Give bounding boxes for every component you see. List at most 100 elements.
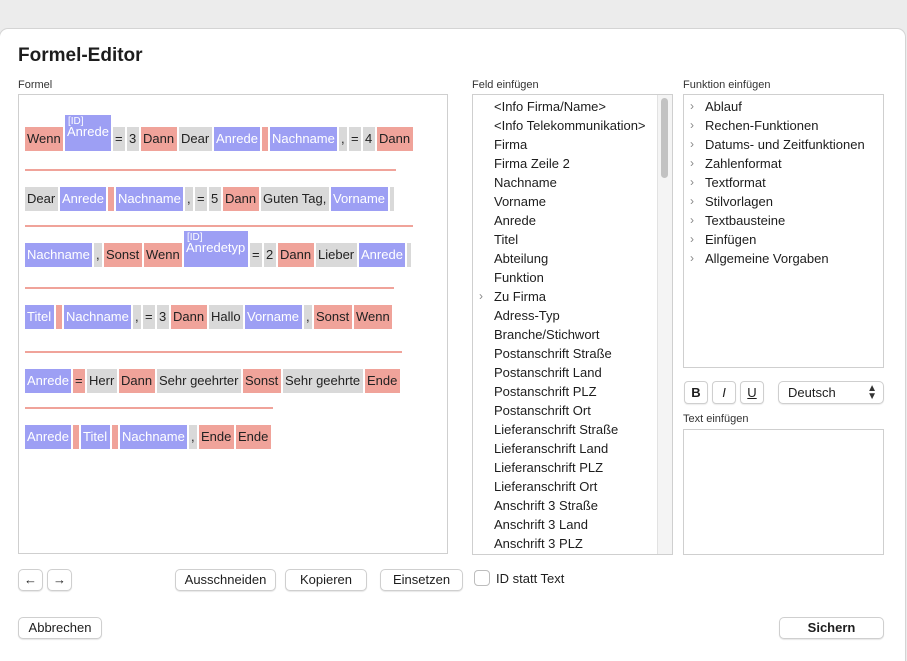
field-item[interactable]: Nachname	[473, 173, 656, 192]
formula-text-token[interactable]	[390, 187, 394, 211]
formula-field-token[interactable]: Anrede	[25, 369, 71, 393]
forward-button[interactable]: →	[47, 569, 72, 591]
field-list[interactable]: <Info Firma/Name> <Info Telekommunikation…	[472, 94, 673, 555]
formula-field-token[interactable]: Nachname	[120, 425, 187, 449]
id-instead-of-text-checkbox[interactable]	[474, 570, 490, 586]
field-item[interactable]: Anschrift 3 Land	[473, 515, 656, 534]
formula-text-token[interactable]: 2	[264, 243, 276, 267]
formula-field-token[interactable]: Nachname	[64, 305, 131, 329]
formula-keyword-token[interactable]: Wenn	[25, 127, 63, 151]
chevron-right-icon[interactable]: ›	[690, 156, 694, 170]
field-item[interactable]: Titel	[473, 230, 656, 249]
field-item[interactable]: Lieferanschrift PLZ	[473, 458, 656, 477]
function-item[interactable]: › Stilvorlagen	[684, 192, 883, 211]
field-item[interactable]: Postanschrift Land	[473, 363, 656, 382]
chevron-right-icon[interactable]: ›	[690, 137, 694, 151]
formula-field-token[interactable]: Anrede	[359, 243, 405, 267]
formula-text-token[interactable]: ,	[185, 187, 193, 211]
formula-space-token[interactable]	[56, 305, 62, 329]
field-item[interactable]: Anrede	[473, 211, 656, 230]
formula-keyword-token[interactable]: Wenn	[354, 305, 392, 329]
copy-button[interactable]: Kopieren	[285, 569, 367, 591]
formula-text-token[interactable]: Guten Tag,	[261, 187, 329, 211]
formula-editor[interactable]: Wenn Anrede [ID] = 3 Dann Dear Anrede Nachname, =…	[18, 94, 448, 554]
field-item[interactable]: Lieferanschrift Land	[473, 439, 656, 458]
formula-keyword-token[interactable]: Dann	[119, 369, 155, 393]
chevron-right-icon[interactable]: ›	[690, 118, 694, 132]
field-item[interactable]: Postanschrift Ort	[473, 401, 656, 420]
back-button[interactable]: ←	[18, 569, 43, 591]
field-item[interactable]: Firma	[473, 135, 656, 154]
chevron-right-icon[interactable]: ›	[690, 213, 694, 227]
underline-button[interactable]: U	[740, 381, 764, 404]
formula-text-token[interactable]: =	[195, 187, 207, 211]
formula-keyword-token[interactable]: Dann	[171, 305, 207, 329]
language-select[interactable]: Deutsch ▲ ▼	[778, 381, 884, 404]
field-item[interactable]: <Info Telekommunikation>	[473, 116, 656, 135]
formula-field-token[interactable]: Vorname	[245, 305, 302, 329]
chevron-right-icon[interactable]: ›	[690, 251, 694, 265]
field-item[interactable]: Lieferanschrift Ort	[473, 477, 656, 496]
formula-text-token[interactable]: Dear	[25, 187, 58, 211]
formula-keyword-token[interactable]: Dann	[377, 127, 413, 151]
text-input[interactable]	[683, 429, 884, 555]
formula-keyword-token[interactable]: Ende	[365, 369, 400, 393]
formula-text-token[interactable]: =	[250, 243, 262, 267]
formula-text-token[interactable]: ,	[94, 243, 102, 267]
chevron-right-icon[interactable]: ›	[690, 232, 694, 246]
formula-field-token[interactable]: Anrede	[25, 425, 71, 449]
formula-space-token[interactable]	[262, 127, 268, 151]
bold-button[interactable]: B	[684, 381, 708, 404]
formula-field-token[interactable]: Anredetyp [ID]	[184, 231, 248, 267]
field-item[interactable]: Vorname	[473, 192, 656, 211]
formula-text-token[interactable]: =	[113, 127, 125, 151]
field-item[interactable]: Adress-Typ	[473, 306, 656, 325]
formula-text-token[interactable]: ,	[189, 425, 197, 449]
cancel-button[interactable]: Abbrechen	[18, 617, 102, 639]
formula-keyword-token[interactable]: Ende	[199, 425, 234, 449]
field-item[interactable]: Funktion	[473, 268, 656, 287]
formula-text-token[interactable]: =	[143, 305, 155, 329]
formula-keyword-token[interactable]: Wenn	[144, 243, 182, 267]
formula-keyword-token[interactable]: Sonst	[104, 243, 142, 267]
function-item[interactable]: › Datums- und Zeitfunktionen	[684, 135, 883, 154]
formula-field-token[interactable]: Nachname	[25, 243, 92, 267]
formula-text-token[interactable]: ,	[133, 305, 141, 329]
field-item[interactable]: › Zu Firma	[473, 287, 656, 306]
formula-keyword-token[interactable]: Dann	[141, 127, 177, 151]
field-item[interactable]: Anschrift 3 Straße	[473, 496, 656, 515]
scrollbar-thumb[interactable]	[661, 98, 668, 178]
field-item[interactable]: Postanschrift PLZ	[473, 382, 656, 401]
formula-field-token[interactable]: Titel	[25, 305, 54, 329]
formula-text-token[interactable]: Hallo	[209, 305, 243, 329]
function-item[interactable]: › Zahlenformat	[684, 154, 883, 173]
formula-space-token[interactable]	[112, 425, 118, 449]
formula-keyword-token[interactable]: Ende	[236, 425, 271, 449]
function-item[interactable]: › Textbausteine	[684, 211, 883, 230]
formula-field-token[interactable]: Nachname	[270, 127, 337, 151]
formula-text-token[interactable]: 3	[127, 127, 139, 151]
formula-keyword-token[interactable]: Sonst	[243, 369, 281, 393]
field-list-scrollbar[interactable]	[657, 95, 672, 554]
formula-text-token[interactable]: 4	[363, 127, 375, 151]
formula-text-token[interactable]	[407, 243, 411, 267]
formula-keyword-token[interactable]: Dann	[278, 243, 314, 267]
formula-field-token[interactable]: Vorname	[331, 187, 388, 211]
function-item[interactable]: › Einfügen	[684, 230, 883, 249]
formula-field-token[interactable]: Anrede [ID]	[65, 115, 111, 151]
function-item[interactable]: › Rechen-Funktionen	[684, 116, 883, 135]
field-item[interactable]: Abteilung	[473, 249, 656, 268]
function-item[interactable]: › Allgemeine Vorgaben	[684, 249, 883, 268]
formula-text-token[interactable]: Sehr geehrter	[157, 369, 241, 393]
formula-space-token[interactable]	[108, 187, 114, 211]
formula-space-token[interactable]	[73, 425, 79, 449]
formula-keyword-token[interactable]: Dann	[223, 187, 259, 211]
chevron-right-icon[interactable]: ›	[690, 99, 694, 113]
formula-text-token[interactable]: 5	[209, 187, 221, 211]
formula-text-token[interactable]: ,	[339, 127, 347, 151]
italic-button[interactable]: I	[712, 381, 736, 404]
formula-field-token[interactable]: Anrede	[214, 127, 260, 151]
formula-text-token[interactable]: Sehr geehrte	[283, 369, 363, 393]
formula-text-token[interactable]: =	[349, 127, 361, 151]
field-item[interactable]: <Info Firma/Name>	[473, 97, 656, 116]
